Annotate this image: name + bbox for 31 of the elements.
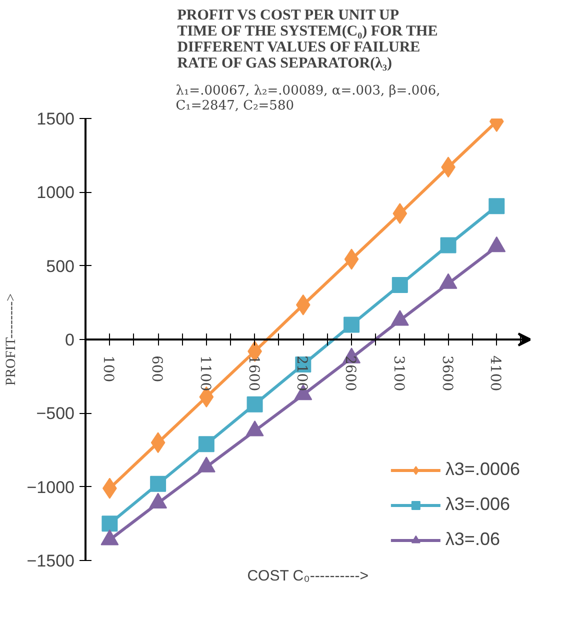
y-tick-label: −1500 xyxy=(26,552,75,570)
x-tick-label: 3600 xyxy=(438,356,455,392)
point xyxy=(150,476,166,492)
legend-label: λ3=.06 xyxy=(445,529,500,550)
x-axis-title: COST C₀----------> xyxy=(247,568,369,584)
y-tick-label: 0 xyxy=(65,330,75,350)
y-tick-label: 500 xyxy=(46,256,75,276)
point xyxy=(440,237,456,254)
x-tick-label: 1600 xyxy=(245,356,262,392)
legend-label: λ3=.006 xyxy=(445,494,510,515)
point xyxy=(344,316,360,333)
y-tick-label: 1000 xyxy=(36,183,75,202)
x-tick-label: 1100 xyxy=(196,356,213,392)
x-tick-label: 2100 xyxy=(294,356,310,392)
chart-title: PROFIT VS COST PER UNIT UP TIME OF THE SYSTEM(C₀) FOR THE DIFFERENT VALUES OF FAILURE RATE OF GAS SEPARATOR(λ₃) xyxy=(177,8,438,72)
chart-subtitle: λ₁=.00067, λ₂=.00089, α=.003, β=.006, C₁=2847, C₂=580 xyxy=(176,84,440,114)
x-tick-label: 100 xyxy=(100,356,116,382)
point xyxy=(246,396,263,412)
y-tick-label: 1500 xyxy=(36,110,75,128)
y-tick-label: −500 xyxy=(36,404,75,424)
x-tick-label: 4100 xyxy=(487,356,504,392)
point xyxy=(488,198,505,214)
legend-label: λ3=.0006 xyxy=(445,459,520,480)
point xyxy=(392,276,408,293)
y-tick-label: −1000 xyxy=(26,478,75,497)
x-tick-label: 2600 xyxy=(342,356,358,392)
point xyxy=(102,516,118,532)
point xyxy=(198,436,214,452)
x-tick-label: 600 xyxy=(148,356,165,382)
x-tick-label: 3100 xyxy=(390,356,406,392)
y-axis-title: PROFIT--------> xyxy=(4,293,19,386)
